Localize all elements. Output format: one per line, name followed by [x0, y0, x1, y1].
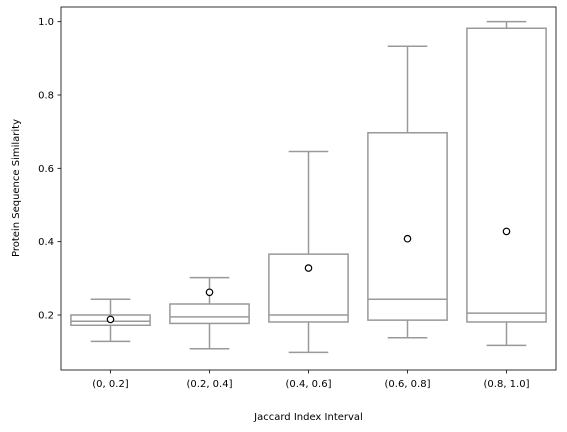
box-body: [367, 132, 448, 321]
mean-marker: [403, 234, 412, 243]
x-axis-label: Jaccard Index Interval: [253, 412, 363, 423]
y-tick-label: 0.4: [38, 237, 54, 248]
x-tick-label: (0.4, 0.6]: [286, 379, 332, 390]
box-3: [268, 150, 349, 354]
mean-marker: [205, 288, 214, 297]
box-body: [169, 303, 250, 325]
x-tick-label: (0.6, 0.8]: [385, 379, 431, 390]
box-5: [466, 20, 547, 347]
y-tick-label: 0.8: [38, 91, 54, 102]
mean-marker: [502, 227, 511, 236]
box-4: [367, 45, 448, 339]
mean-marker: [304, 264, 313, 272]
boxes-layer: [70, 20, 547, 354]
y-axis: 0.2 0.4 0.6 0.8 1.0: [38, 17, 61, 322]
x-tick-label: (0, 0.2]: [92, 379, 129, 390]
x-axis: (0, 0.2] (0.2, 0.4] (0.4, 0.6] (0.6, 0.8] (0…: [92, 370, 530, 390]
means-layer: [106, 227, 511, 324]
box-2: [169, 276, 250, 350]
y-axis-label: Protein Sequence Similarity: [11, 119, 22, 257]
x-tick-label: (0.8, 1.0]: [484, 379, 530, 390]
mean-marker: [106, 315, 115, 324]
y-tick-label: 0.2: [38, 311, 54, 322]
y-tick-label: 0.6: [38, 164, 54, 175]
y-tick-label: 1.0: [38, 17, 54, 28]
x-tick-label: (0.2, 0.4]: [187, 379, 233, 390]
box-body: [466, 27, 547, 323]
